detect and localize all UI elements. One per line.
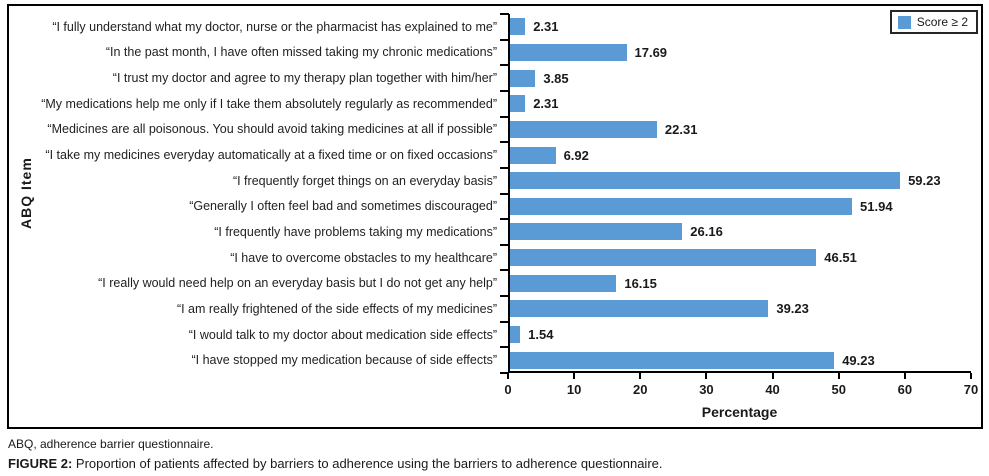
- bar: [510, 197, 853, 215]
- bar: [510, 146, 556, 164]
- legend-label: Score ≥ 2: [916, 15, 968, 29]
- figure-caption-text: Proportion of patients affected by barri…: [75, 456, 663, 471]
- value-label: 26.16: [690, 224, 723, 240]
- category-label: “My medications help me only if I take t…: [41, 96, 497, 111]
- bar-row: “I fully understand what my doctor, nurs…: [9, 14, 971, 40]
- category-label: “I fully understand what my doctor, nurs…: [52, 19, 497, 34]
- value-label: 6.92: [563, 147, 589, 163]
- bar-track: 59.23: [508, 168, 971, 194]
- bar: [510, 274, 617, 292]
- chart-frame: ABQ Item “I fully understand what my doc…: [7, 4, 983, 429]
- bar-track: 2.31: [508, 14, 971, 40]
- x-axis-tick-label: 60: [897, 382, 913, 397]
- category-label: “I have to overcome obstacles to my heal…: [230, 250, 497, 265]
- bar-track: 49.23: [508, 347, 971, 373]
- bar: [510, 120, 657, 138]
- legend-swatch: [897, 15, 911, 29]
- bar-row: “I would talk to my doctor about medicat…: [9, 322, 971, 348]
- category-label: “I have stopped my medication because of…: [191, 353, 498, 368]
- category-label: “I trust my doctor and agree to my thera…: [112, 71, 497, 86]
- x-axis-tick: [771, 373, 774, 379]
- x-axis-tick: [705, 373, 708, 379]
- bar-row: “I frequently have problems taking my me…: [9, 219, 971, 245]
- category-label: “I frequently forget things on an everyd…: [232, 173, 497, 188]
- bar-row: “I trust my doctor and agree to my thera…: [9, 65, 971, 91]
- bar-track: 22.31: [508, 117, 971, 143]
- value-label: 49.23: [842, 352, 875, 368]
- value-label: 59.23: [908, 173, 941, 189]
- value-label: 46.51: [824, 250, 857, 266]
- bar: [510, 300, 769, 318]
- value-label: 2.31: [533, 96, 559, 112]
- bar-row: “I am really frightened of the side effe…: [9, 296, 971, 322]
- abbreviation-note: ABQ, adherence barrier questionnaire.: [8, 437, 214, 451]
- figure-caption: FIGURE 2: Proportion of patients affecte…: [8, 456, 663, 471]
- bar: [510, 249, 817, 267]
- bar: [510, 95, 526, 113]
- bar: [510, 69, 536, 87]
- value-label: 22.31: [664, 121, 698, 137]
- bar-rows: “I fully understand what my doctor, nurs…: [9, 14, 971, 373]
- bar: [510, 18, 526, 36]
- bar: [510, 172, 901, 190]
- value-label: 39.23: [776, 301, 809, 317]
- x-axis-title: Percentage: [701, 404, 778, 420]
- bar-row: “I take my medicines everyday automatica…: [9, 142, 971, 168]
- bar-row: “My medications help me only if I take t…: [9, 91, 971, 117]
- category-label: “I frequently have problems taking my me…: [214, 224, 497, 239]
- bar-track: 6.92: [508, 142, 971, 168]
- legend: Score ≥ 2: [889, 10, 978, 34]
- value-label: 1.54: [528, 327, 554, 342]
- value-label: 3.85: [543, 70, 569, 86]
- figure-caption-label: FIGURE 2:: [8, 456, 73, 471]
- x-axis-tick-label: 40: [765, 382, 780, 397]
- x-axis-layer: 0 10 20 30 40 50 60 70: [504, 373, 978, 407]
- bar: [510, 223, 683, 241]
- plot-frame: [508, 14, 971, 373]
- x-axis-tick: [837, 373, 840, 379]
- category-label: “Medicines are all poisonous. You should…: [47, 122, 497, 137]
- bar-track: 39.23: [508, 296, 971, 322]
- bar-track: 51.94: [508, 193, 971, 219]
- bar-track: 1.54: [508, 322, 971, 348]
- x-axis-tick: [573, 373, 576, 379]
- category-label: “I take my medicines everyday automatica…: [45, 148, 497, 163]
- bar-row: “I have stopped my medication because of…: [9, 347, 971, 373]
- value-label: 17.69: [634, 44, 668, 60]
- bar-row: “Medicines are all poisonous. You should…: [9, 117, 971, 143]
- bar: [510, 351, 835, 369]
- x-axis-tick: [970, 373, 972, 379]
- bar-row: “I really would need help on an everyday…: [9, 270, 971, 296]
- x-axis-tick-label: 30: [699, 382, 714, 397]
- bar-track: 17.69: [508, 40, 971, 66]
- bar-row: “Generally I often feel bad and sometime…: [9, 193, 971, 219]
- bar-track: 2.31: [508, 91, 971, 117]
- value-label: 2.31: [533, 19, 559, 35]
- value-label: 16.15: [624, 275, 657, 291]
- bar: [510, 326, 521, 343]
- bar-track: 16.15: [508, 270, 971, 296]
- x-axis-tick-label: 20: [633, 382, 648, 397]
- bar: [510, 43, 627, 61]
- bar-row: “I frequently forget things on an everyd…: [9, 168, 971, 194]
- category-label: “I really would need help on an everyday…: [98, 276, 497, 291]
- x-axis-tick-label: 10: [566, 382, 582, 397]
- bar-row: “I have to overcome obstacles to my heal…: [9, 245, 971, 271]
- category-label: “In the past month, I have often missed …: [105, 45, 497, 60]
- bar-track: 26.16: [508, 219, 971, 245]
- x-axis-tick-label: 0: [504, 382, 512, 397]
- category-label: “I am really frightened of the side effe…: [176, 301, 497, 316]
- x-axis-tick-label: 70: [963, 382, 979, 397]
- x-axis-tick: [903, 373, 906, 379]
- bar-track: 3.85: [508, 65, 971, 91]
- x-axis-tick-label: 50: [831, 382, 846, 397]
- category-label: “Generally I often feel bad and sometime…: [189, 199, 497, 214]
- category-label: “I would talk to my doctor about medicat…: [188, 327, 497, 342]
- bar-track: 46.51: [508, 245, 971, 271]
- value-label: 51.94: [860, 198, 893, 214]
- bar-row: “In the past month, I have often missed …: [9, 40, 971, 66]
- x-axis-tick: [639, 373, 642, 379]
- x-axis-tick: [507, 373, 509, 379]
